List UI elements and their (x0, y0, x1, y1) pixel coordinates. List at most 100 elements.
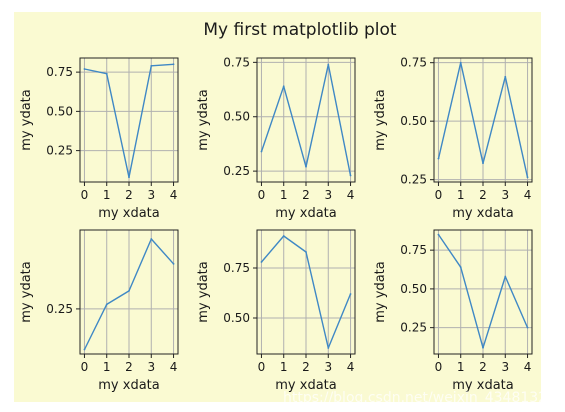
data-point (105, 72, 108, 75)
y-axis-label: my ydata (19, 89, 34, 150)
data-point (459, 266, 462, 269)
data-point (482, 346, 484, 349)
x-tick-label: 0 (81, 188, 89, 202)
data-point (327, 63, 330, 66)
y-tick-label: 0.50 (400, 282, 427, 296)
x-tick-label: 3 (147, 360, 155, 374)
x-tick-label: 2 (125, 188, 133, 202)
x-tick-label: 1 (280, 188, 288, 202)
x-tick-label: 3 (324, 360, 332, 374)
x-tick-label: 3 (501, 360, 509, 374)
x-tick-label: 1 (103, 360, 111, 374)
y-tick-label: 0.75 (400, 243, 427, 257)
x-tick-label: 4 (347, 188, 355, 202)
axes-frame (79, 57, 179, 183)
subplot-3: 0 1 2 3 4 0.25 0.50 0.75 my xdata my ydata (373, 56, 533, 221)
data-point (260, 261, 263, 263)
y-tick-label: 0.25 (400, 321, 427, 335)
subplot-1: 0 1 2 3 4 0.25 0.50 0.75 my xdata my ydata (19, 57, 179, 221)
x-tick-label: 2 (302, 360, 310, 374)
y-axis-label: my ydata (196, 261, 211, 322)
x-tick-label: 1 (457, 188, 465, 202)
x-axis-label: my xdata (452, 206, 513, 221)
data-point (105, 303, 108, 306)
data-point (172, 63, 175, 66)
x-axis-label: my xdata (98, 206, 159, 221)
x-tick-label: 2 (479, 188, 487, 202)
data-point (482, 162, 484, 165)
x-axis-label: my xdata (275, 378, 336, 393)
y-tick-label: 0.50 (223, 311, 250, 325)
figure-title: My first matplotlib plot (203, 20, 397, 40)
axes-frame (433, 229, 533, 355)
data-point (504, 275, 507, 278)
y-tick-label: 0.25 (46, 144, 73, 158)
data-point (128, 176, 130, 179)
data-point (305, 165, 307, 168)
data-point (282, 235, 285, 237)
y-tick-label: 0.50 (400, 114, 427, 128)
y-tick-label: 0.50 (223, 110, 250, 124)
subplot-4: 0 1 2 3 4 0.25 my xdata my ydata (19, 229, 179, 393)
y-axis-label: my ydata (196, 89, 211, 150)
x-tick-label: 4 (524, 188, 532, 202)
y-tick-label: 0.75 (400, 56, 427, 70)
x-tick-label: 2 (302, 188, 310, 202)
x-tick-label: 1 (457, 360, 465, 374)
x-tick-label: 3 (324, 188, 332, 202)
data-point (282, 85, 285, 88)
axes-frame (433, 57, 533, 183)
x-tick-label: 3 (501, 188, 509, 202)
subplot-2: 0 1 2 3 4 0.25 0.50 0.75 my xdata my ydata (196, 55, 356, 221)
x-tick-label: 1 (103, 188, 111, 202)
x-tick-label: 0 (435, 360, 443, 374)
x-tick-label: 2 (479, 360, 487, 374)
x-axis-label: my xdata (98, 378, 159, 393)
data-point (504, 75, 507, 78)
data-point (83, 68, 86, 70)
y-axis-label: my ydata (373, 261, 388, 322)
data-point (459, 61, 462, 64)
x-tick-label: 3 (147, 188, 155, 202)
data-point (150, 238, 153, 240)
data-point (437, 233, 440, 236)
data-point (260, 150, 263, 153)
data-point (526, 176, 529, 179)
y-tick-label: 0.50 (46, 104, 73, 118)
data-point (327, 347, 330, 349)
data-point (128, 289, 130, 292)
x-tick-label: 0 (258, 360, 266, 374)
subplot-5: 0 1 2 3 4 0.50 0.75 my xdata my ydata (196, 229, 356, 393)
axes-frame (79, 229, 179, 355)
axes-frame (256, 57, 356, 183)
y-axis-label: my ydata (19, 261, 34, 322)
y-tick-label: 0.75 (223, 261, 250, 275)
x-tick-label: 4 (170, 360, 178, 374)
data-point (349, 174, 352, 177)
subplot-6: 0 1 2 3 4 0.25 0.50 0.75 my xdata my ydata (373, 229, 533, 393)
x-tick-label: 1 (280, 360, 288, 374)
x-tick-label: 4 (170, 188, 178, 202)
x-axis-label: my xdata (452, 378, 513, 393)
y-tick-label: 0.75 (223, 55, 250, 69)
x-tick-label: 4 (524, 360, 532, 374)
y-tick-label: 0.25 (223, 164, 250, 178)
data-point (150, 64, 153, 67)
y-axis-label: my ydata (373, 89, 388, 150)
watermark-text: https://blog.csdn.net/weixin_43481320 (283, 390, 556, 406)
x-tick-label: 2 (125, 360, 133, 374)
data-point (526, 326, 529, 329)
data-point (305, 251, 307, 253)
x-tick-label: 4 (347, 360, 355, 374)
y-tick-label: 0.75 (46, 65, 73, 79)
y-tick-label: 0.25 (400, 173, 427, 187)
data-point (437, 157, 440, 160)
data-point (83, 348, 86, 351)
x-tick-label: 0 (258, 188, 266, 202)
data-point (349, 293, 352, 295)
x-axis-label: my xdata (275, 206, 336, 221)
x-tick-label: 0 (81, 360, 89, 374)
x-tick-label: 0 (435, 188, 443, 202)
